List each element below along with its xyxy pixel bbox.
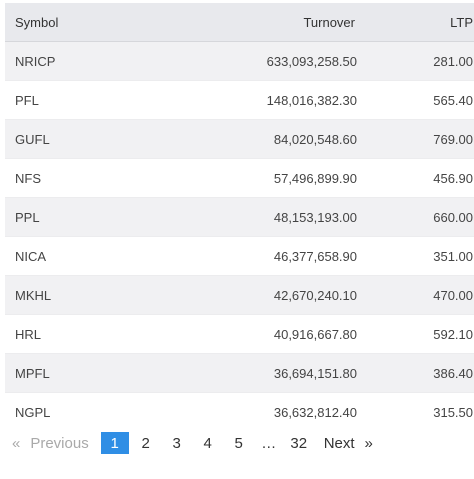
turnover-table: Symbol Turnover LTP NRICP 633,093,258.50… [5,3,474,431]
page-5-button[interactable]: 5 [234,434,243,452]
previous-page-button: « Previous [12,432,89,454]
symbol-cell: HRL [5,314,147,354]
turnover-cell: 36,694,151.80 [147,353,357,393]
turnover-cell: 36,632,812.40 [147,392,357,431]
turnover-cell: 633,093,258.50 [147,41,357,81]
double-chevron-right-icon: » [364,434,373,452]
table-row: PPL 48,153,193.00 660.00 [5,197,474,237]
symbol-cell: GUFL [5,119,147,159]
table-row: MPFL 36,694,151.80 386.40 [5,353,474,393]
ltp-cell: 386.40 [357,353,474,393]
table-header: Symbol Turnover LTP [5,3,474,42]
double-chevron-left-icon: « [12,434,21,452]
table-row: HRL 40,916,667.80 592.10 [5,314,474,354]
symbol-cell: PPL [5,197,147,237]
ltp-cell: 592.10 [357,314,474,354]
symbol-cell: NFS [5,158,147,198]
table-row: NICA 46,377,658.90 351.00 [5,236,474,276]
turnover-cell: 40,916,667.80 [147,314,357,354]
ltp-cell: 456.90 [357,158,474,198]
turnover-cell: 42,670,240.10 [147,275,357,315]
table-row: MKHL 42,670,240.10 470.00 [5,275,474,315]
table-row: NGPL 36,632,812.40 315.50 [5,392,474,431]
header-row: Symbol Turnover LTP [5,3,474,42]
page-1-button[interactable]: 1 [100,432,129,454]
ltp-cell: 281.00 [357,41,474,81]
ltp-column-header[interactable]: LTP [357,3,474,42]
turnover-cell: 84,020,548.60 [147,119,357,159]
symbol-cell: PFL [5,80,147,120]
table-body: NRICP 633,093,258.50 281.00 PFL 148,016,… [5,41,474,431]
page-32-button[interactable]: 32 [290,434,308,452]
ltp-cell: 470.00 [357,275,474,315]
pagination-ellipsis: … [261,434,277,452]
symbol-cell: MKHL [5,275,147,315]
page-2-button[interactable]: 2 [141,434,150,452]
table-row: NFS 57,496,899.90 456.90 [5,158,474,198]
turnover-cell: 148,016,382.30 [147,80,357,120]
table-row: GUFL 84,020,548.60 769.00 [5,119,474,159]
symbol-cell: MPFL [5,353,147,393]
symbol-cell: NICA [5,236,147,276]
symbol-column-header[interactable]: Symbol [5,3,147,42]
ltp-cell: 315.50 [357,392,474,431]
turnover-cell: 57,496,899.90 [147,158,357,198]
ltp-cell: 769.00 [357,119,474,159]
symbol-cell: NRICP [5,41,147,81]
turnover-cell: 46,377,658.90 [147,236,357,276]
symbol-cell: NGPL [5,392,147,431]
pagination: « Previous 1 2 3 4 5 … 32 Next » [12,432,373,454]
page-3-button[interactable]: 3 [172,434,181,452]
next-page-button[interactable]: Next » [324,432,373,454]
turnover-cell: 48,153,193.00 [147,197,357,237]
previous-label: Previous [30,434,89,452]
page-4-button[interactable]: 4 [203,434,212,452]
next-label: Next [323,434,355,452]
ltp-cell: 565.40 [357,80,474,120]
turnover-column-header[interactable]: Turnover [147,3,357,42]
ltp-cell: 660.00 [357,197,474,237]
table-row: PFL 148,016,382.30 565.40 [5,80,474,120]
ltp-cell: 351.00 [357,236,474,276]
table-row: NRICP 633,093,258.50 281.00 [5,41,474,81]
